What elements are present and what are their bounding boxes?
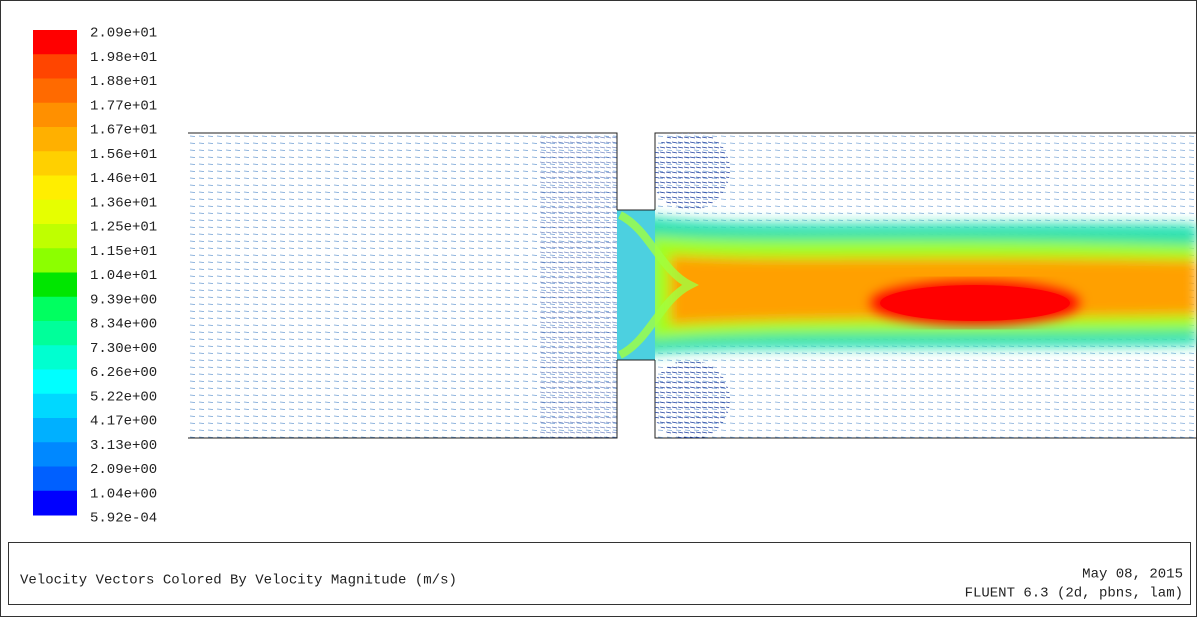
legend-label: 6.26e+00: [90, 365, 157, 381]
legend-swatch: [33, 442, 77, 467]
legend-label: 5.22e+00: [90, 389, 157, 405]
legend-label: 1.77e+01: [90, 98, 157, 114]
legend-label: 2.09e+01: [90, 26, 157, 42]
legend-swatch: [33, 394, 77, 419]
legend-label: 1.67e+01: [90, 123, 157, 139]
legend-swatch: [33, 103, 77, 128]
legend-swatch: [33, 321, 77, 346]
legend-label: 1.04e+01: [90, 268, 157, 284]
footer-date: May 08, 2015: [1082, 567, 1183, 583]
legend-swatch: [33, 54, 77, 79]
legend-label: 1.88e+01: [90, 74, 157, 90]
legend-label: 1.98e+01: [90, 50, 157, 66]
legend-label: 8.34e+00: [90, 317, 157, 333]
legend-swatch: [33, 297, 77, 322]
legend-label: 1.25e+01: [90, 220, 157, 236]
legend-swatch: [33, 248, 77, 273]
legend-label: 1.36e+01: [90, 195, 157, 211]
legend-swatch: [33, 418, 77, 443]
legend-swatch: [33, 176, 77, 201]
flow-domain: [188, 130, 1197, 440]
legend-label: 3.13e+00: [90, 438, 157, 454]
legend-swatch: [33, 79, 77, 104]
legend-label: 1.04e+00: [90, 486, 157, 502]
legend-swatch: [33, 30, 77, 55]
legend-label: 7.30e+00: [90, 341, 157, 357]
legend-label: 1.15e+01: [90, 244, 157, 260]
legend-swatch: [33, 127, 77, 152]
footer-solver: FLUENT 6.3 (2d, pbns, lam): [965, 586, 1183, 602]
color-legend: 2.09e+01 1.98e+01 1.88e+01 1.77e+01 1.67e+01…: [33, 26, 157, 527]
legend-swatch: [33, 345, 77, 370]
fluent-window: 2.09e+01 1.98e+01 1.88e+01 1.77e+01 1.67e+01…: [0, 0, 1197, 617]
legend-label: 1.56e+01: [90, 147, 157, 163]
legend-swatch: [33, 467, 77, 492]
legend-swatch: [33, 370, 77, 395]
footer-title: Velocity Vectors Colored By Velocity Mag…: [20, 573, 457, 589]
legend-label: 5.92e-04: [90, 511, 157, 527]
legend-label: 2.09e+00: [90, 462, 157, 478]
legend-swatch: [33, 200, 77, 225]
legend-label: 9.39e+00: [90, 292, 157, 308]
legend-swatch: [33, 151, 77, 176]
legend-swatch: [33, 224, 77, 249]
legend-label: 1.46e+01: [90, 171, 157, 187]
legend-label: 4.17e+00: [90, 414, 157, 430]
legend-swatch: [33, 273, 77, 298]
legend-swatch: [33, 491, 77, 516]
